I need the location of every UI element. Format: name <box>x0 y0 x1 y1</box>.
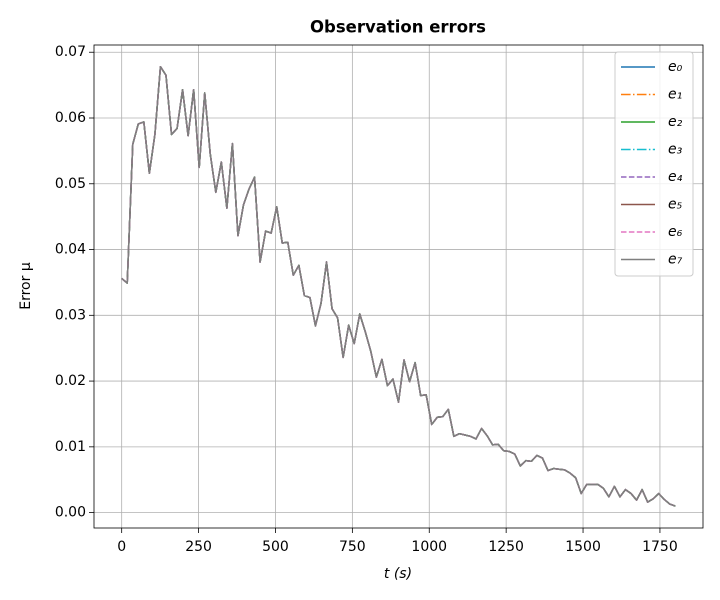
x-tick-label: 750 <box>339 539 366 555</box>
y-tick-label: 0.01 <box>55 439 86 455</box>
x-tick-label: 0 <box>117 539 126 555</box>
legend-label: e₃ <box>668 142 683 158</box>
x-tick-label: 1500 <box>565 539 601 555</box>
y-tick-label: 0.07 <box>55 44 86 60</box>
y-axis-label: Error μ <box>18 262 34 310</box>
y-tick-label: 0.00 <box>55 505 86 521</box>
series-line <box>121 65 676 507</box>
chart-title: Observation errors <box>310 18 486 37</box>
y-tick-label: 0.02 <box>55 373 86 389</box>
y-tick-label: 0.06 <box>55 110 86 126</box>
legend-label: e₁ <box>668 87 682 103</box>
legend-label: e₂ <box>668 114 683 130</box>
x-tick-label: 250 <box>185 539 212 555</box>
legend-box <box>614 51 694 277</box>
y-tick-label: 0.04 <box>55 242 86 258</box>
y-tick-label: 0.05 <box>55 176 86 192</box>
x-tick-label: 1000 <box>411 539 447 555</box>
x-axis-label: t (s) <box>384 566 412 582</box>
legend-label: e₀ <box>668 59 683 75</box>
x-tick-label: 1750 <box>642 539 678 555</box>
legend-label: e₆ <box>668 224 683 240</box>
legend-label: e₇ <box>668 252 683 268</box>
x-tick-label: 1250 <box>488 539 524 555</box>
x-tick-label: 500 <box>262 539 289 555</box>
legend-label: e₄ <box>668 169 683 185</box>
plot-frame <box>93 44 704 529</box>
legend-label: e₅ <box>668 197 683 213</box>
y-tick-label: 0.03 <box>55 307 86 323</box>
